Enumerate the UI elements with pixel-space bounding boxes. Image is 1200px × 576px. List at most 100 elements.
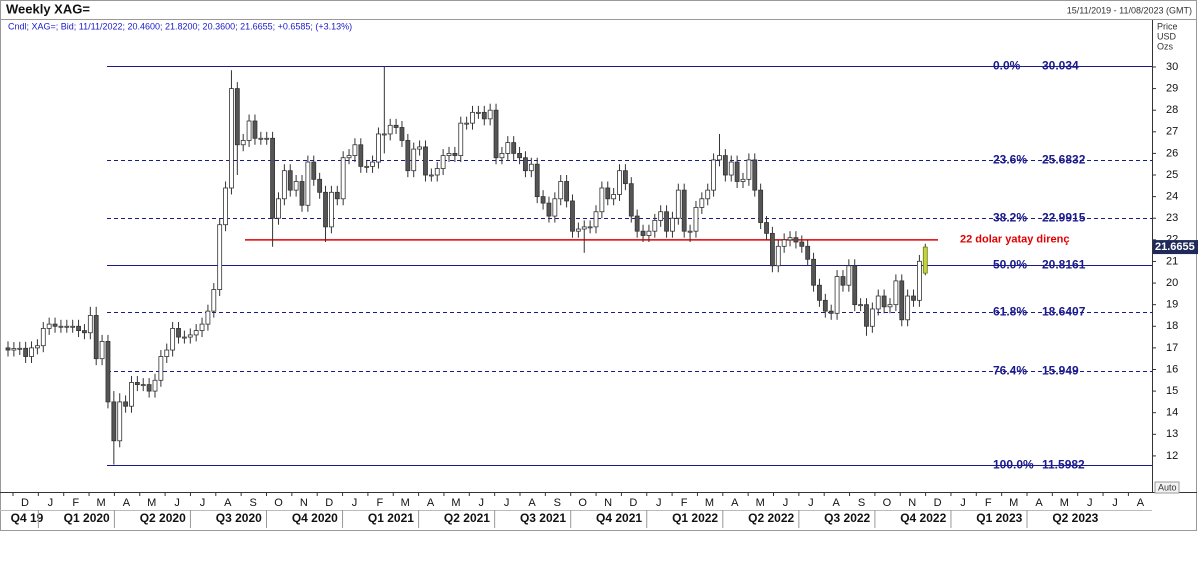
candle-body [317, 178, 323, 193]
candle-body [358, 144, 364, 167]
month-label: M [1009, 497, 1018, 509]
candle-body [299, 181, 305, 206]
month-label: A [427, 497, 435, 509]
candle-body [40, 328, 46, 347]
candle-body [840, 276, 846, 286]
candle-body [35, 345, 40, 349]
fib-level-label: 50.0% [993, 258, 1027, 272]
y-tick-label: 15 [1166, 385, 1178, 397]
y-tick-label: 27 [1166, 126, 1178, 138]
y-tick-label: 29 [1166, 82, 1178, 94]
month-label: A [224, 497, 232, 509]
candle-body [105, 340, 111, 403]
candle-body [93, 315, 99, 360]
candle-body [417, 146, 423, 150]
candle-body [181, 336, 187, 339]
candle-body [828, 310, 834, 314]
candle-body [17, 347, 23, 350]
y-tick-label: 20 [1166, 277, 1178, 289]
candle-body [434, 168, 440, 176]
month-label: O [578, 497, 587, 509]
candle-body [76, 325, 81, 331]
candle-body [323, 191, 328, 228]
candle-body [587, 226, 593, 229]
candle-body [728, 161, 734, 176]
candle-body [117, 401, 123, 442]
candle-body [123, 401, 128, 407]
candle-body [922, 246, 928, 274]
month-label: N [300, 497, 308, 509]
quarter-label: Q3 2021 [520, 511, 566, 525]
candle-body [176, 328, 181, 338]
month-label: S [249, 497, 256, 509]
candle-body [581, 226, 587, 230]
candle-body [452, 153, 458, 156]
candle-body [240, 140, 246, 146]
candle-body [187, 334, 193, 338]
candle-body [734, 161, 740, 182]
subtitle: Cndl; XAG=; Bid; 11/11/2022; 20.4600; 21… [8, 21, 352, 31]
candle-body [264, 137, 270, 140]
y-tick-label: 21 [1166, 255, 1178, 267]
candle-body [858, 304, 863, 307]
quarter-label: Q3 2022 [824, 511, 870, 525]
date-range: 15/11/2019 - 11/08/2023 (GMT) [1067, 5, 1192, 15]
candle-body [805, 245, 811, 260]
candle-body [152, 379, 158, 392]
candle-body [405, 140, 411, 172]
month-label: J [504, 497, 510, 509]
candle-body [164, 349, 170, 357]
candle-body [229, 88, 234, 189]
month-label: M [756, 497, 765, 509]
chart-title: Weekly XAG= [6, 1, 90, 16]
candle-body [387, 124, 393, 135]
y-tick-label: 23 [1166, 212, 1178, 224]
fib-level-label: 100.0% [993, 458, 1034, 472]
candle-body [199, 323, 205, 331]
quarter-label: Q1 2020 [64, 511, 110, 525]
candle-body [599, 187, 605, 213]
month-label: J [1087, 497, 1093, 509]
candle-body [5, 347, 11, 351]
candle-body [170, 328, 176, 351]
candle-body [193, 330, 199, 336]
candle-body [852, 265, 858, 306]
candle-body [393, 124, 399, 128]
month-label: M [451, 497, 460, 509]
fib-level-label: 76.4% [993, 364, 1027, 378]
candle-body [811, 258, 816, 286]
candle-body [652, 219, 658, 232]
candle-body [58, 325, 64, 328]
month-label: J [174, 497, 180, 509]
candle-body [846, 265, 852, 286]
month-label: J [479, 497, 485, 509]
candle-body [64, 325, 70, 328]
candle-body [370, 161, 375, 167]
month-label: O [883, 497, 892, 509]
month-label: A [528, 497, 536, 509]
fib-level-value: 30.034 [1042, 59, 1079, 73]
quarter-label: Q4 2021 [596, 511, 642, 525]
candle-body [881, 295, 887, 308]
candle-body [287, 170, 293, 191]
last-price-label: 21.6655 [1155, 241, 1195, 253]
candle-body [875, 295, 881, 310]
candle-body [334, 191, 340, 200]
y-axis-label: Ozs [1157, 41, 1174, 51]
fib-level-label: 38.2% [993, 211, 1027, 225]
candle-body [687, 230, 693, 233]
candle-body [634, 215, 640, 232]
candle-body [670, 217, 675, 232]
candle-body [664, 211, 669, 232]
y-tick-label: 25 [1166, 169, 1178, 181]
y-tick-label: 13 [1166, 428, 1178, 440]
fib-level-label: 0.0% [993, 59, 1021, 73]
y-tick-label: 16 [1166, 363, 1178, 375]
month-label: F [681, 497, 688, 509]
candle-body [70, 325, 76, 328]
month-label: A [731, 497, 739, 509]
candle-body [234, 88, 240, 146]
month-label: F [72, 497, 79, 509]
